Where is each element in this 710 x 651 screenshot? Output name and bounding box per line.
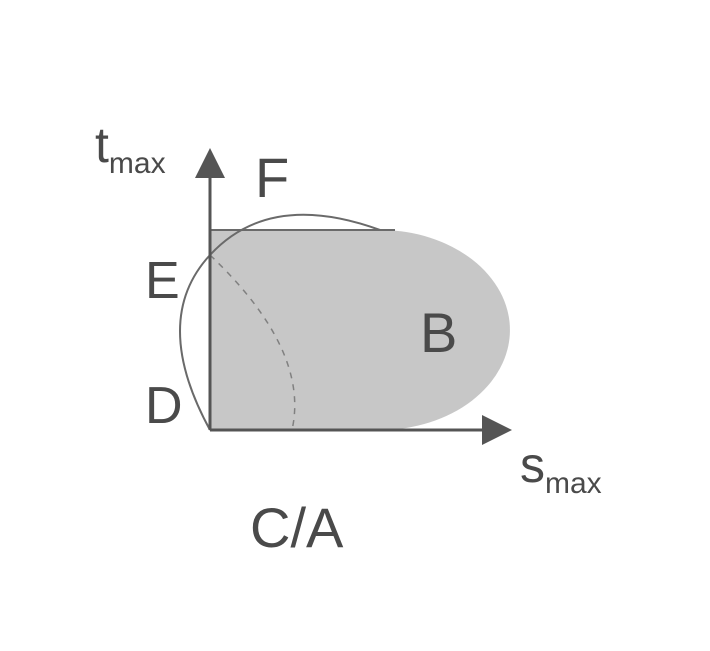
label-B: B <box>420 305 457 361</box>
y-axis-label: tmax <box>95 120 166 170</box>
diagram-svg <box>0 0 710 651</box>
label-CA: C/A <box>250 500 343 556</box>
shaded-region <box>210 230 510 430</box>
label-D: D <box>145 380 183 432</box>
y-axis-label-base: t <box>95 117 109 173</box>
x-axis-label-base: s <box>520 437 545 493</box>
x-axis-label: smax <box>520 440 602 490</box>
label-E: E <box>145 255 180 307</box>
diagram-stage: tmax smax F E D B C/A <box>0 0 710 651</box>
label-F: F <box>255 150 289 206</box>
x-axis-label-sub: max <box>545 467 602 500</box>
y-axis-label-sub: max <box>109 147 166 180</box>
